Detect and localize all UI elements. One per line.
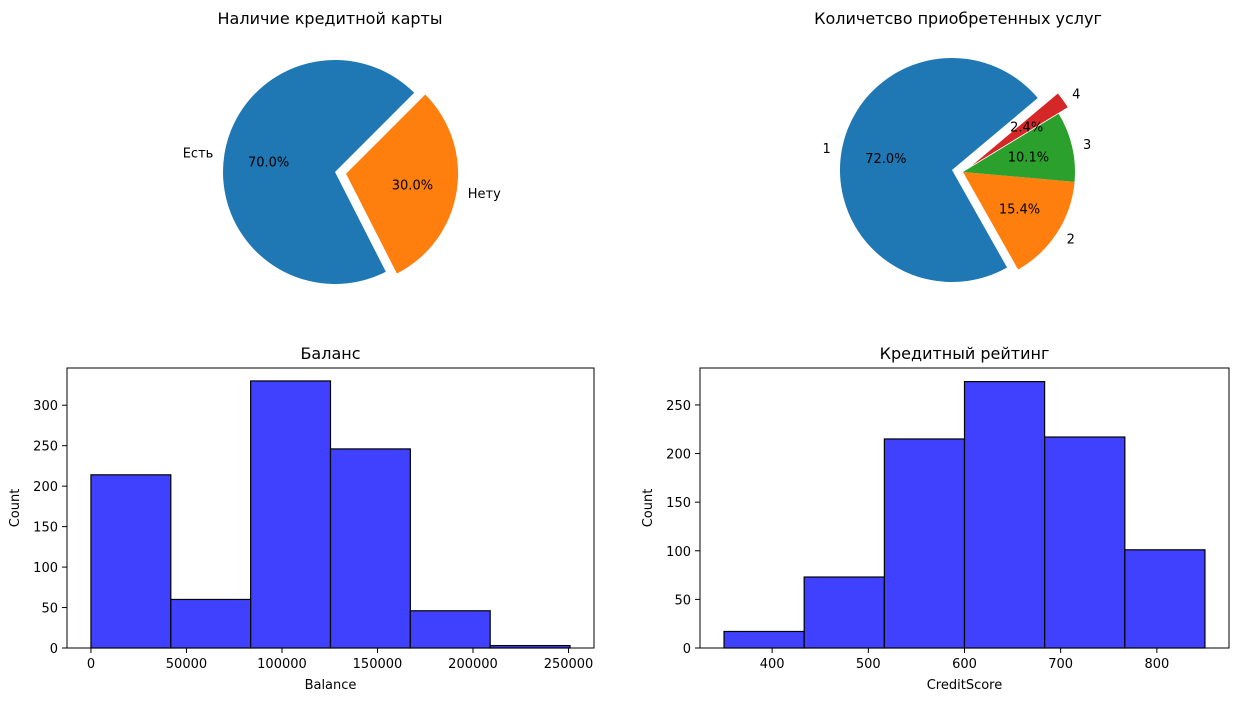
x-tick-label: 100000 [257, 657, 307, 672]
x-tick-label: 700 [1048, 657, 1073, 672]
x-axis-label: CreditScore [927, 678, 1003, 693]
pie-slice-label: Нету [468, 187, 501, 202]
y-tick-label: 0 [50, 642, 58, 657]
y-tick-label: 100 [666, 545, 691, 560]
pie-percent-label: 15.4% [999, 202, 1040, 217]
pie-slice-label: 3 [1083, 138, 1091, 153]
pie-percent-label: 10.1% [1008, 151, 1049, 166]
y-tick-label: 300 [33, 399, 58, 414]
y-tick-label: 50 [674, 593, 691, 608]
pie-slice [972, 93, 1068, 166]
pie-slice-label: 1 [822, 142, 830, 157]
pie-slice [222, 60, 415, 285]
y-tick-label: 200 [33, 480, 58, 495]
x-axis-label: Balance [305, 678, 357, 693]
histogram-bar [250, 380, 332, 649]
pie-title: Наличие кредитной карты [218, 9, 443, 28]
pie-slice [963, 172, 1075, 270]
pie-chart-1: Наличие кредитной карты 70.0% Есть 30.0% Нет… [183, 9, 501, 285]
pie-slice-label: Есть [183, 147, 214, 162]
histogram-bar [170, 598, 252, 649]
histogram-title: Кредитный рейтинг [880, 344, 1050, 363]
x-tick-label: 400 [760, 657, 785, 672]
histogram-bar [329, 448, 411, 649]
y-tick-label: 150 [33, 521, 58, 536]
y-axis-label: Count [641, 489, 656, 528]
x-tick-label: 150000 [353, 657, 403, 672]
histogram-bar [883, 438, 966, 649]
pie-percent-label: 70.0% [248, 155, 289, 170]
pie-percent-label: 72.0% [865, 152, 906, 167]
pie-slice [963, 113, 1075, 182]
x-tick-label: 500 [856, 657, 881, 672]
x-tick-label: 200000 [448, 657, 498, 672]
histogram-bar [1124, 549, 1206, 649]
histogram-bar [723, 630, 805, 649]
pie-slice [839, 58, 1038, 283]
histogram-bar [803, 576, 885, 649]
x-tick-label: 50000 [166, 657, 207, 672]
x-tick-label: 600 [952, 657, 977, 672]
histogram-bar [90, 474, 172, 649]
pie-chart-2: Количетсво приобретенных услуг 72.0% 1 15.4… [814, 9, 1102, 283]
histogram-bar [963, 381, 1046, 649]
histogram-bar [1044, 436, 1126, 649]
histogram-bar [409, 610, 491, 649]
pie-slice [346, 94, 459, 274]
x-tick-label: 250000 [544, 657, 594, 672]
y-axis-label: Count [8, 489, 23, 528]
histogram-2: 400 500 600 700 800 0 50 100 150 200 250 Кредитный … [641, 344, 1230, 693]
y-tick-label: 0 [683, 642, 691, 657]
histogram-1: 0 50000 100000 150000 200000 250000 0 50 100 150 2… [8, 344, 595, 693]
pie-title: Количетсво приобретенных услуг [814, 9, 1102, 28]
y-tick-label: 250 [33, 440, 58, 455]
y-tick-label: 100 [33, 561, 58, 576]
pie-slice-label: 4 [1072, 88, 1080, 103]
y-tick-label: 50 [41, 602, 58, 617]
pie-percent-label: 30.0% [392, 178, 433, 193]
y-tick-label: 150 [666, 496, 691, 511]
pie-slice-label: 2 [1067, 233, 1075, 248]
x-tick-label: 0 [87, 657, 95, 672]
y-tick-label: 200 [666, 448, 691, 463]
plot-frame [66, 367, 595, 649]
y-tick-label: 250 [666, 399, 691, 414]
pie-percent-label: 2.4% [1010, 120, 1043, 135]
histogram-title: Баланс [300, 344, 360, 363]
x-tick-label: 800 [1144, 657, 1169, 672]
